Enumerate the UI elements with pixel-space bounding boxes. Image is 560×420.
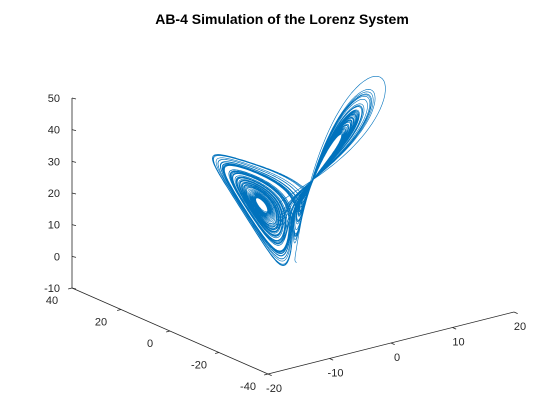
x-tick-label: -20 [266,383,282,395]
z-tick-mark [71,287,77,290]
chart-title: AB-4 Simulation of the Lorenz System [155,11,409,27]
x-tick-mark [329,358,334,361]
trajectory [212,76,386,266]
x-tick-label: 20 [514,321,526,333]
x-tick-label: 10 [452,337,464,349]
y-tick-label: 40 [46,295,58,307]
z-tick-label: 40 [48,125,60,137]
x-tick-label: -10 [328,368,344,380]
y-tick-mark [117,309,122,311]
y-tick-mark [215,352,220,354]
trajectory-line [212,76,386,266]
y-tick-mark [68,287,73,290]
z-tick-label: 10 [48,220,60,232]
z-tick-mark [71,224,77,227]
z-tick-mark [71,255,77,258]
z-tick-mark [71,97,77,100]
z-tick-mark [71,192,77,195]
y-tick-mark [166,330,171,333]
y-tick-label: 0 [147,338,153,350]
x-tick-mark [452,327,457,330]
z-tick-label: 50 [48,93,60,105]
x-tick-mark [513,311,518,314]
y-tick-mark [264,373,269,376]
y-tick-label: 20 [95,317,107,329]
y-tick-label: -20 [191,360,207,372]
y-tick-label: -40 [240,381,256,393]
x-tick-mark [267,373,272,376]
z-tick-label: 20 [48,188,60,200]
x-tick-mark [390,342,395,345]
z-tick-label: -10 [44,283,60,295]
z-tick-mark [71,129,77,132]
z-tick-mark [71,160,77,163]
z-tick-label: 0 [54,251,60,263]
z-tick-label: 30 [48,156,60,168]
x-tick-label: 0 [394,352,400,364]
